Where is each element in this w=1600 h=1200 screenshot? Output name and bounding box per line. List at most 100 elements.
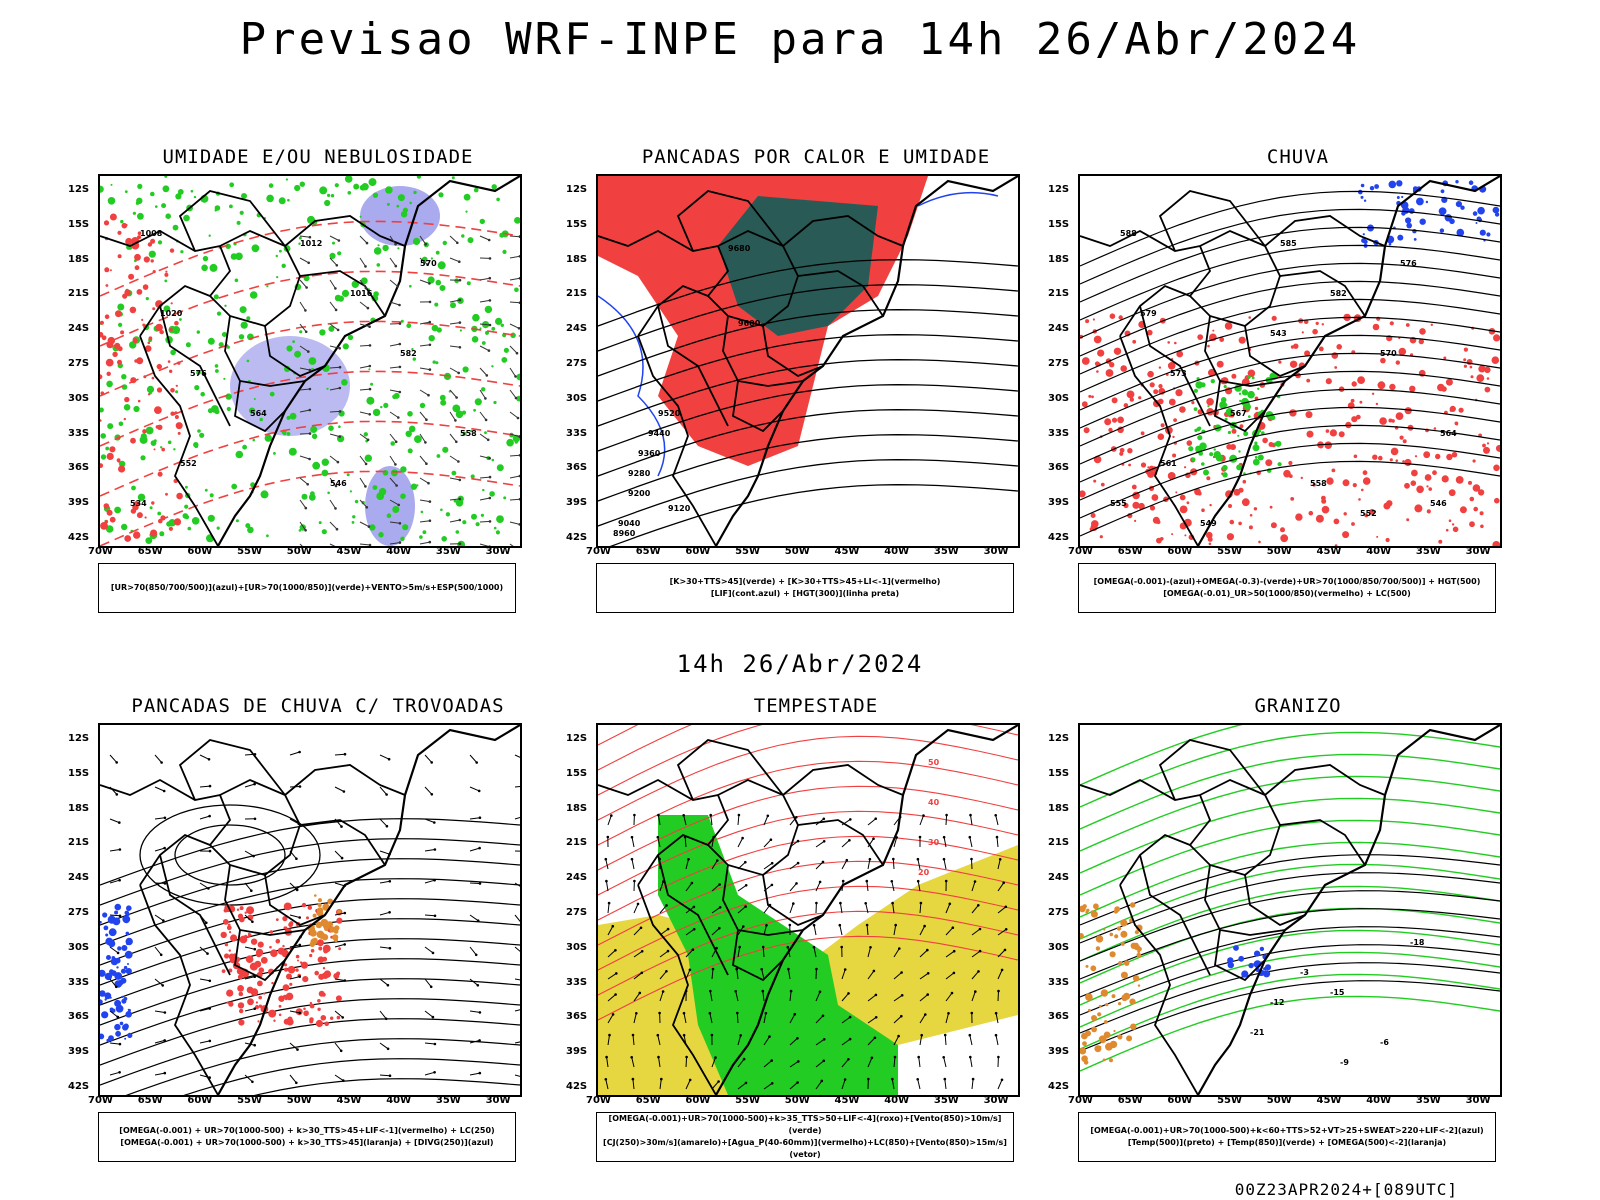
shaded-dot (322, 921, 331, 930)
wind-arrow (632, 1034, 635, 1046)
wind-arrow-head (656, 1033, 660, 1037)
wind-arrow-head (366, 438, 370, 442)
wind-arrow (389, 477, 397, 486)
shaded-dot (117, 303, 125, 311)
shaded-dot (413, 190, 417, 195)
shaded-dot (119, 976, 122, 979)
wind-arrow-head (368, 364, 372, 368)
shaded-dot (177, 189, 184, 195)
wind-arrow-head (742, 925, 745, 928)
shaded-dot (1257, 429, 1262, 433)
shaded-dot (1404, 482, 1410, 489)
wind-arrow-head (428, 320, 432, 324)
map-area: 588 585 582 579 576 573 570 567 564 561 558 555 552 5… (1078, 174, 1502, 548)
wind-arrow (891, 881, 895, 892)
state-border (234, 929, 286, 982)
wind-arrow-head (429, 985, 433, 989)
wind-arrow-head (660, 1077, 663, 1081)
shaded-dot (118, 421, 124, 427)
wind-arrow (379, 1042, 389, 1050)
shaded-dot (1455, 201, 1462, 208)
lon-tick-label: 65W (137, 1095, 163, 1106)
state-border (732, 929, 784, 982)
shaded-dot (1168, 398, 1176, 406)
shaded-dot (422, 530, 427, 535)
shaded-dot (1105, 1003, 1109, 1007)
shaded-dot (1109, 362, 1115, 368)
wind-arrow (449, 257, 460, 263)
shaded-dot (1147, 466, 1150, 469)
state-border (1139, 305, 1211, 427)
wind-arrow-head (820, 1079, 824, 1083)
shaded-dot (327, 193, 331, 197)
wind-arrow-head (793, 1012, 797, 1016)
shaded-dot (1300, 476, 1303, 480)
wind-arrow (289, 786, 301, 788)
shaded-dot (378, 532, 384, 538)
wind-arrow (891, 1079, 895, 1090)
shaded-dot (472, 313, 480, 322)
lon-tick-label: 35W (435, 1095, 461, 1106)
wind-arrow (736, 1012, 739, 1024)
shaded-dot (419, 535, 423, 539)
wind-arrow-head (916, 857, 920, 861)
lon-tick-label: 50W (286, 546, 312, 557)
wind-arrow (419, 433, 426, 443)
wind-arrow-head (656, 835, 660, 839)
contour-line (1080, 951, 1500, 1028)
lat-tick-label: 30S (1048, 941, 1070, 953)
contour-label: 534 (130, 499, 147, 508)
wind-arrow (244, 1042, 255, 1046)
wind-arrow (109, 879, 120, 884)
shaded-dot (109, 516, 116, 523)
shaded-dot (1083, 427, 1090, 434)
wind-arrow (815, 1060, 825, 1068)
shaded-dot (100, 454, 107, 460)
wind-arrow (685, 1079, 691, 1090)
wind-arrow (289, 1042, 298, 1050)
shaded-dot (409, 201, 413, 205)
wind-arrow-head (251, 1080, 254, 1084)
wind-arrow (685, 859, 689, 870)
shaded-dot (406, 323, 412, 329)
wind-arrow (841, 881, 844, 892)
state-border (209, 779, 301, 876)
wind-arrow (424, 818, 435, 823)
wind-arrow (244, 882, 252, 892)
wind-arrow-head (456, 241, 459, 245)
shaded-dot (155, 425, 160, 429)
shaded-dot (116, 966, 119, 969)
shaded-dot (1358, 498, 1361, 501)
wind-arrow-head (476, 919, 480, 922)
wind-arrow (329, 433, 340, 438)
contour-line (1080, 406, 1500, 483)
wind-arrow (813, 947, 817, 958)
wind-arrow-head (484, 397, 487, 400)
shaded-dot (311, 433, 318, 439)
wind-arrow (763, 884, 773, 892)
shaded-dot (285, 178, 288, 181)
shaded-dot (117, 979, 124, 986)
shaded-dot (1443, 356, 1447, 360)
shaded-dot (100, 185, 104, 193)
wind-arrow (469, 1072, 480, 1076)
contour-label: 552 (1360, 509, 1377, 518)
wind-arrow-head (926, 972, 930, 975)
wind-arrow-head (304, 529, 307, 532)
shaded-dot (121, 374, 127, 380)
shaded-dot (123, 417, 126, 421)
contour-label: 8960 (613, 529, 636, 538)
shaded-dot (1269, 505, 1273, 509)
wind-arrow (866, 881, 869, 892)
shaded-dot (116, 343, 119, 346)
shaded-dot (324, 1021, 329, 1027)
shaded-dot (127, 963, 129, 965)
wind-arrow-head (478, 816, 482, 819)
wind-arrow-head (253, 782, 256, 786)
lon-tick-label: 65W (1117, 546, 1143, 557)
shaded-dot (1253, 507, 1258, 511)
shaded-dot (1411, 469, 1418, 477)
shaded-dot (1093, 479, 1097, 483)
shaded-dot (1082, 904, 1087, 909)
wind-arrow (109, 754, 118, 763)
